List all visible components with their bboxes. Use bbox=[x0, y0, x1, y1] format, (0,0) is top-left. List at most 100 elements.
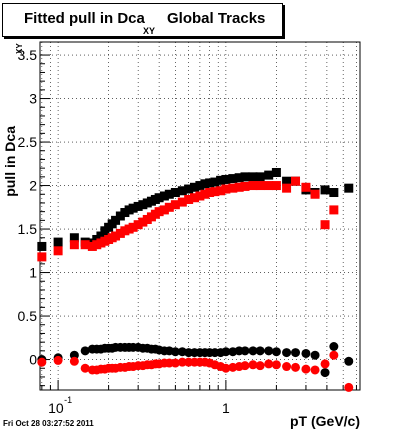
data-point-square bbox=[200, 179, 210, 189]
y-axis-label: pull in Dca bbox=[2, 126, 18, 197]
data-point-square bbox=[210, 177, 220, 187]
data-point-square bbox=[189, 182, 199, 192]
data-point-square bbox=[154, 193, 164, 203]
data-point-square bbox=[271, 181, 281, 191]
data-point-circle bbox=[255, 346, 265, 356]
y-tick-label: 0 bbox=[29, 352, 37, 368]
data-point-square bbox=[170, 188, 180, 198]
timestamp-footer: Fri Oct 28 03:27:52 2011 bbox=[3, 419, 94, 428]
data-point-square bbox=[264, 181, 274, 191]
data-point-circle bbox=[170, 358, 180, 368]
data-point-square bbox=[329, 188, 339, 198]
y-tick-label: 3 bbox=[29, 91, 37, 107]
data-point-circle bbox=[320, 359, 330, 369]
data-point-square bbox=[216, 175, 226, 185]
y-tick-label: 1 bbox=[29, 265, 37, 281]
data-point-square bbox=[53, 237, 63, 247]
data-point-square bbox=[210, 187, 220, 197]
data-point-circle bbox=[271, 360, 281, 370]
data-point-circle bbox=[80, 346, 90, 356]
data-point-square bbox=[200, 189, 210, 199]
data-point-circle bbox=[271, 347, 281, 357]
data-point-square bbox=[37, 241, 47, 251]
data-point-circle bbox=[69, 356, 79, 366]
data-point-square bbox=[205, 178, 215, 188]
data-point-square bbox=[320, 185, 330, 195]
y-tick-label: 1.5 bbox=[18, 221, 38, 237]
data-point-square bbox=[53, 246, 63, 256]
data-point-circle bbox=[248, 360, 258, 370]
data-point-square bbox=[133, 201, 143, 211]
data-point-square bbox=[177, 197, 187, 207]
data-point-circle bbox=[301, 348, 311, 358]
data-point-circle bbox=[53, 355, 63, 365]
data-point-square bbox=[264, 170, 274, 180]
data-point-square bbox=[248, 172, 258, 182]
data-point-circle bbox=[291, 348, 301, 358]
data-point-square bbox=[320, 220, 330, 230]
y-tick-label: 2.5 bbox=[18, 134, 38, 150]
data-point-circle bbox=[255, 361, 265, 371]
data-point-square bbox=[228, 174, 238, 184]
data-point-circle bbox=[248, 346, 258, 356]
data-point-square bbox=[221, 174, 231, 184]
grid-lines bbox=[40, 42, 360, 390]
data-point-square bbox=[240, 181, 250, 191]
data-point-circle bbox=[37, 357, 47, 367]
data-point-square bbox=[159, 205, 169, 215]
data-point-circle bbox=[221, 347, 231, 357]
data-point-square bbox=[164, 189, 174, 199]
data-point-circle bbox=[320, 368, 330, 378]
data-point-square bbox=[234, 182, 244, 192]
data-point-square bbox=[240, 172, 250, 182]
data-point-square bbox=[115, 211, 125, 221]
data-point-circle bbox=[329, 342, 339, 351]
y-tick-label: 3.5 bbox=[18, 47, 38, 63]
data-point-circle bbox=[264, 346, 274, 356]
x-tick-label-exponent: -1 bbox=[64, 395, 72, 405]
data-point-square bbox=[128, 222, 138, 232]
data-point-square bbox=[69, 240, 79, 250]
data-point-square bbox=[133, 220, 143, 230]
x-tick-label: 1 bbox=[222, 400, 230, 416]
chart-title-box: Fitted pull in Dca XY Global Tracks bbox=[2, 3, 283, 37]
data-point-square bbox=[154, 207, 164, 217]
data-point-circle bbox=[177, 357, 187, 367]
data-point-circle bbox=[329, 350, 339, 360]
data-point-square bbox=[80, 240, 90, 250]
data-point-square bbox=[195, 181, 205, 191]
data-point-circle bbox=[240, 346, 250, 356]
data-point-circle bbox=[291, 362, 301, 372]
data-marks bbox=[37, 168, 354, 392]
data-point-square bbox=[216, 186, 226, 196]
data-point-circle bbox=[344, 382, 354, 392]
data-point-square bbox=[128, 203, 138, 213]
data-point-square bbox=[228, 183, 238, 193]
data-point-square bbox=[184, 194, 194, 204]
data-point-square bbox=[291, 176, 301, 186]
data-point-square bbox=[189, 193, 199, 203]
data-point-square bbox=[184, 184, 194, 194]
axis-ticks bbox=[40, 54, 357, 390]
data-point-square bbox=[221, 184, 231, 194]
data-point-circle bbox=[80, 363, 90, 373]
data-point-square bbox=[69, 233, 79, 243]
chart-title-subscript: XY bbox=[143, 26, 156, 36]
data-point-square bbox=[111, 231, 121, 241]
data-point-square bbox=[301, 182, 311, 192]
data-point-circle bbox=[282, 348, 292, 358]
data-point-square bbox=[159, 191, 169, 201]
chart-title-suffix: Global Tracks bbox=[167, 10, 266, 27]
data-point-square bbox=[164, 202, 174, 212]
y-tick-label: 2 bbox=[29, 178, 37, 194]
data-point-square bbox=[255, 181, 265, 191]
data-point-square bbox=[115, 228, 125, 238]
data-point-square bbox=[37, 252, 47, 262]
data-point-square bbox=[234, 173, 244, 183]
data-point-circle bbox=[310, 350, 320, 360]
data-point-circle bbox=[282, 362, 292, 372]
data-point-square bbox=[177, 186, 187, 196]
data-point-square bbox=[344, 183, 354, 193]
data-point-circle bbox=[301, 364, 311, 374]
